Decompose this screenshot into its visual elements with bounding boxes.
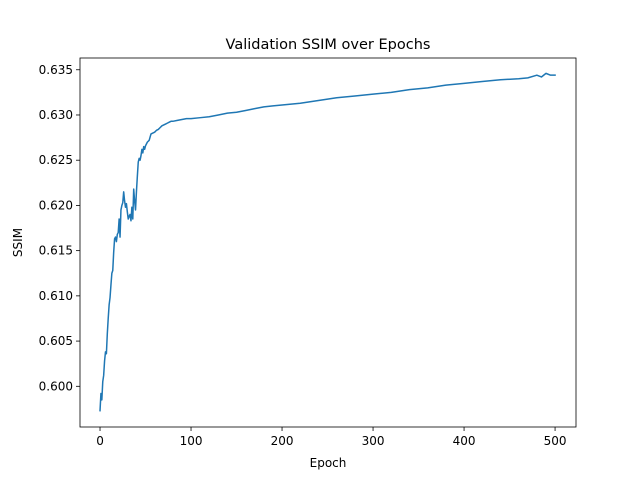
series-line <box>99 72 556 412</box>
y-axis-ticks: 0.600 0.605 0.610 0.615 0.620 0.625 0.630 0.635 <box>39 63 80 393</box>
x-tick-label: 100 <box>180 434 203 448</box>
x-tick-label: 0 <box>96 434 104 448</box>
y-tick-label: 0.635 <box>39 63 73 77</box>
series-group <box>99 72 556 412</box>
y-tick-label: 0.605 <box>39 334 73 348</box>
axes-frame <box>79 57 577 428</box>
x-tick-label: 500 <box>544 434 567 448</box>
x-tick-label: 200 <box>271 434 294 448</box>
y-axis-label: SSIM <box>11 228 25 257</box>
x-tick-label: 400 <box>453 434 476 448</box>
y-tick-label: 0.600 <box>39 379 73 393</box>
chart-title: Validation SSIM over Epochs <box>226 37 431 53</box>
y-tick-label: 0.610 <box>39 289 73 303</box>
x-axis-label: Epoch <box>310 456 347 470</box>
x-axis-ticks: 0 100 200 300 400 500 <box>96 427 567 448</box>
plot-area <box>99 72 556 412</box>
y-tick-label: 0.625 <box>39 153 73 167</box>
x-tick-label: 300 <box>362 434 385 448</box>
y-tick-label: 0.615 <box>39 244 73 258</box>
y-tick-label: 0.620 <box>39 198 73 212</box>
y-tick-label: 0.630 <box>39 108 73 122</box>
